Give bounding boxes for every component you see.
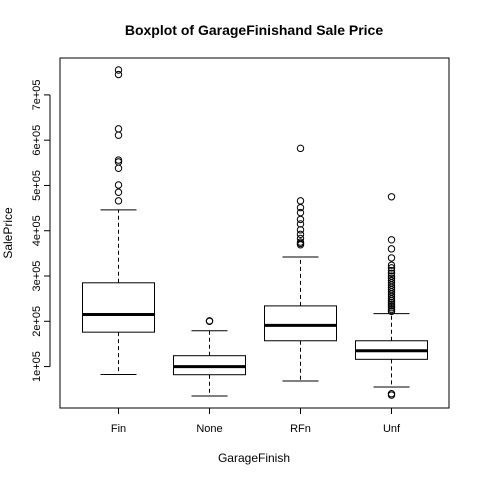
outlier-point: [114, 197, 123, 205]
outlier-point: [387, 193, 396, 201]
y-axis: 1e+05 2e+05 3e+05 4e+05 5e+05 6e+05 7e+05: [31, 79, 51, 382]
y-tick-label: 2e+05: [31, 306, 43, 337]
outlier-point: [296, 230, 305, 239]
x-tick-label: RFn: [290, 423, 311, 435]
outlier-point: [114, 188, 123, 196]
outlier-point: [296, 238, 305, 246]
x-axis: Fin None RFn Unf: [111, 407, 401, 435]
box-rfn: [264, 144, 337, 382]
outlier-point: [114, 70, 123, 79]
box-none: [173, 317, 246, 397]
x-tick-label: Unf: [383, 423, 401, 435]
box-fin: [82, 66, 155, 375]
iqr-box: [264, 305, 337, 342]
outlier-point: [296, 197, 305, 205]
y-tick-label: 1e+05: [31, 351, 43, 382]
outlier-point: [387, 276, 396, 285]
y-tick-label: 4e+05: [31, 215, 43, 246]
outlier-point: [114, 66, 123, 74]
y-tick-label: 6e+05: [31, 125, 43, 156]
iqr-box: [82, 282, 155, 333]
boxes-layer: [82, 66, 428, 399]
outlier-point: [296, 226, 305, 234]
outlier-point: [114, 131, 123, 139]
outlier-point: [387, 245, 396, 253]
y-tick-label: 5e+05: [31, 170, 43, 201]
y-tick-label: 3e+05: [31, 261, 43, 292]
outlier-point: [387, 266, 396, 275]
chart-title: Boxplot of GarageFinishand Sale Price: [125, 22, 383, 38]
outlier-point: [296, 220, 305, 228]
x-axis-label: GarageFinish: [218, 451, 290, 465]
outlier-point: [387, 390, 396, 398]
outlier-point: [387, 272, 396, 280]
outlier-point: [387, 274, 396, 282]
y-axis-label: SalePrice: [1, 207, 15, 259]
outlier-point: [387, 264, 396, 272]
outlier-point: [296, 208, 305, 217]
outlier-point: [296, 234, 305, 243]
outlier-point: [114, 156, 123, 164]
outlier-point: [387, 254, 396, 262]
outlier-point: [114, 125, 123, 133]
outlier-point: [296, 144, 305, 153]
x-tick-label: None: [196, 423, 222, 435]
outlier-point: [387, 269, 396, 277]
box-unf: [355, 193, 428, 399]
outlier-point: [387, 261, 396, 269]
outlier-point: [205, 317, 214, 325]
outlier-point: [296, 215, 305, 224]
outlier-point: [387, 236, 396, 244]
outlier-point: [114, 181, 123, 189]
outlier-point: [114, 164, 123, 172]
x-tick-label: Fin: [111, 423, 126, 435]
y-tick-label: 7e+05: [31, 79, 43, 110]
